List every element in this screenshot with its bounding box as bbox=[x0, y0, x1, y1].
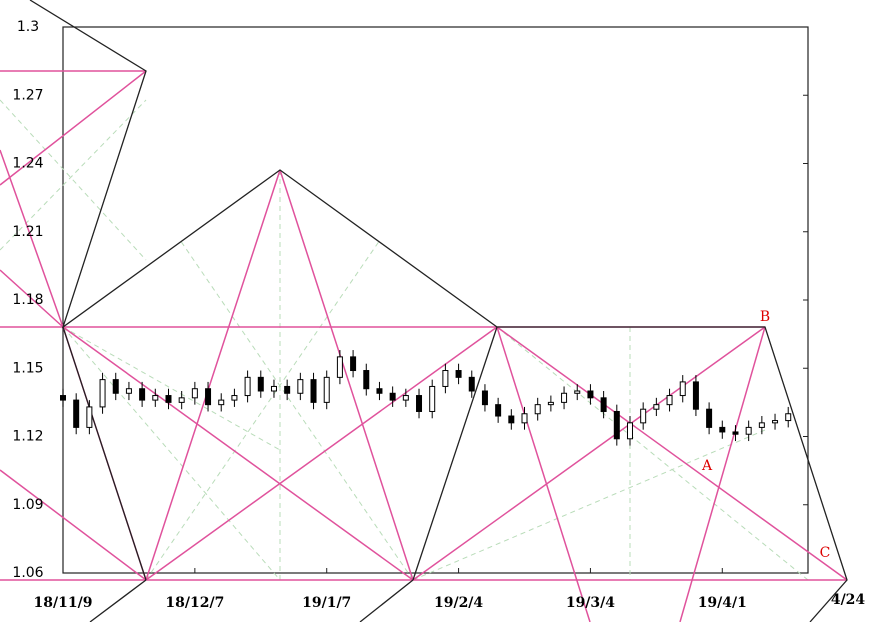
y-tick-label: 1.18 bbox=[12, 292, 43, 308]
candle-body bbox=[626, 422, 633, 440]
y-tick-label: 1.27 bbox=[12, 87, 43, 103]
candle-body bbox=[112, 379, 119, 394]
candle-body bbox=[706, 408, 713, 428]
overlay bbox=[0, 0, 848, 622]
candle-body bbox=[86, 406, 93, 428]
candle-body bbox=[60, 395, 66, 401]
candle-body bbox=[363, 370, 370, 390]
candle-body bbox=[640, 408, 647, 424]
candle-body bbox=[653, 404, 660, 410]
y-tick-label: 1.06 bbox=[12, 565, 43, 581]
candle-body bbox=[257, 376, 264, 392]
y-tick-label: 1.12 bbox=[12, 429, 43, 445]
black-lines bbox=[29, 0, 848, 622]
candle-body bbox=[416, 395, 423, 412]
x-tick-label: 19/2/4 bbox=[434, 595, 483, 611]
y-tick-label: 1.21 bbox=[12, 224, 43, 240]
candle-body bbox=[73, 399, 80, 428]
candle-body bbox=[139, 388, 146, 401]
candle-body bbox=[521, 413, 528, 424]
y-tick-label: 1.3 bbox=[17, 19, 39, 35]
plot-frame bbox=[62, 26, 809, 574]
candle-body bbox=[442, 370, 449, 387]
candle-body bbox=[178, 397, 185, 403]
candle-body bbox=[191, 388, 198, 399]
candle-body bbox=[205, 388, 212, 406]
candle-body bbox=[455, 370, 462, 378]
candle-body bbox=[745, 426, 752, 435]
x-tick-label: 18/12/7 bbox=[165, 595, 224, 611]
candle-body bbox=[165, 395, 172, 403]
y-tick-label: 1.24 bbox=[12, 156, 43, 172]
candle-body bbox=[600, 397, 607, 412]
x-tick-label: 19/3/4 bbox=[566, 595, 615, 611]
x-tick-label: 19/4/1 bbox=[698, 595, 747, 611]
candle-body bbox=[495, 404, 502, 417]
candle-body bbox=[152, 395, 159, 401]
candle-body bbox=[666, 395, 673, 406]
x-tick-label: 18/11/9 bbox=[34, 595, 93, 611]
candle-body bbox=[231, 395, 238, 401]
y-tick-label: 1.15 bbox=[12, 360, 43, 376]
candle-body bbox=[125, 388, 132, 394]
candle-body bbox=[376, 388, 383, 394]
candle-body bbox=[534, 404, 541, 415]
candle-body bbox=[350, 356, 357, 372]
candle-body bbox=[772, 420, 779, 424]
annotation: C bbox=[820, 545, 831, 561]
y-tick-label: 1.09 bbox=[12, 497, 43, 513]
candle-body bbox=[389, 392, 396, 401]
candle-body bbox=[613, 410, 620, 440]
dashed-guides bbox=[0, 99, 809, 581]
annotation: A bbox=[701, 458, 713, 474]
candle-body bbox=[719, 426, 726, 433]
candle-body bbox=[679, 381, 686, 397]
candle-body bbox=[429, 385, 436, 412]
candle-body bbox=[310, 379, 317, 403]
candle-body bbox=[561, 392, 568, 403]
candle-body bbox=[481, 390, 488, 406]
candle-body bbox=[297, 379, 304, 394]
annotation: B bbox=[760, 309, 770, 325]
candle-body bbox=[244, 376, 251, 397]
candle-body bbox=[402, 395, 409, 401]
annotation: 4/24 bbox=[831, 592, 866, 608]
candle-body bbox=[218, 399, 225, 406]
candle-body bbox=[99, 379, 106, 408]
candle-body bbox=[574, 390, 581, 394]
candle-body bbox=[336, 356, 343, 378]
candle-body bbox=[284, 385, 291, 394]
candle-body bbox=[758, 422, 765, 428]
candle-body bbox=[692, 381, 699, 410]
x-tick-label: 19/1/7 bbox=[302, 595, 351, 611]
candle-body bbox=[270, 385, 277, 392]
candle-body bbox=[547, 401, 554, 406]
candle-body bbox=[732, 431, 739, 435]
candle-body bbox=[508, 415, 515, 424]
candle-body bbox=[468, 376, 475, 392]
candle-body bbox=[587, 390, 594, 399]
candle-body bbox=[785, 413, 792, 422]
candle-body bbox=[323, 376, 330, 403]
